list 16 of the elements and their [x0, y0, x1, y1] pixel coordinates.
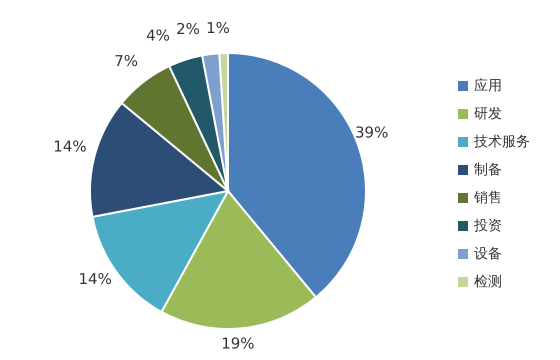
legend-label: 销售 [474, 189, 502, 207]
legend-label: 制备 [474, 161, 502, 179]
data-label: 2% [176, 20, 200, 38]
data-label: 1% [206, 19, 230, 38]
legend-label: 应用 [474, 77, 502, 95]
data-label: 19% [221, 334, 255, 352]
legend-label: 设备 [474, 245, 502, 263]
data-label: 14% [53, 138, 87, 156]
data-label: 4% [146, 26, 170, 45]
data-label: 7% [114, 52, 138, 70]
data-label: 14% [78, 270, 112, 288]
legend-label: 研发 [474, 105, 502, 123]
data-label: 39% [354, 123, 388, 142]
legend-label: 技术服务 [474, 133, 530, 151]
legend-label: 投资 [474, 217, 502, 235]
legend-label: 检测 [474, 273, 502, 291]
